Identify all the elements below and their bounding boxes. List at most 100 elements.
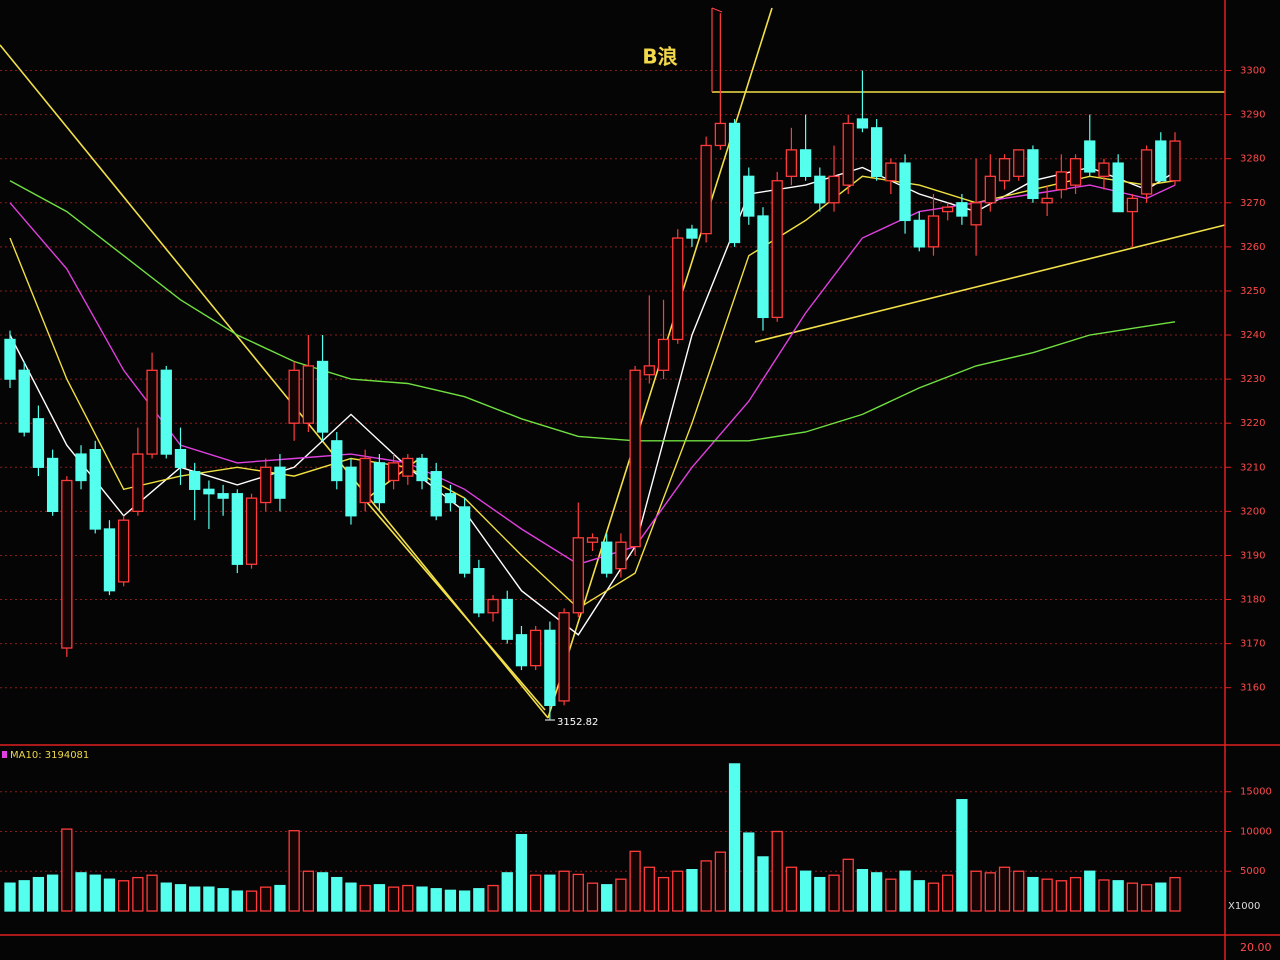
- volume-bar: [1069, 876, 1082, 912]
- y-tick-label: 3240: [1240, 330, 1265, 341]
- y-tick-label: 3190: [1240, 550, 1265, 561]
- candle-layer: [4, 13, 1181, 720]
- volume-bar: [615, 878, 627, 912]
- volume-bar: [842, 858, 854, 912]
- candle-body: [245, 497, 258, 565]
- candle-body: [984, 175, 996, 204]
- candle-body: [203, 488, 215, 495]
- bracket-line: [711, 7, 723, 13]
- candle-body: [416, 457, 428, 482]
- y-tick-label: 3160: [1240, 683, 1265, 694]
- candle-body: [444, 493, 457, 504]
- volume-bar: [75, 872, 87, 912]
- volume-bar: [728, 763, 741, 912]
- volume-bar: [657, 876, 670, 912]
- candle-body: [331, 440, 343, 482]
- y-tick-label: 3270: [1240, 198, 1265, 209]
- volume-bar: [288, 830, 300, 912]
- volume-bar: [1140, 884, 1153, 912]
- volume-bar: [1027, 876, 1039, 912]
- candle-body: [487, 598, 499, 614]
- volume-bar: [601, 884, 613, 912]
- candle-body: [1112, 162, 1124, 213]
- volume-bar: [970, 870, 982, 912]
- y-tick-label: 15000: [1240, 787, 1272, 798]
- volume-bar: [402, 884, 414, 912]
- volume-bar: [544, 874, 556, 912]
- candle-body: [1169, 140, 1181, 182]
- volume-bar: [672, 870, 684, 912]
- candle-body: [913, 219, 925, 248]
- volume-bar: [998, 866, 1011, 912]
- candle-body: [316, 360, 329, 433]
- candle-body: [160, 369, 172, 455]
- volume-bar: [1155, 882, 1167, 912]
- candle-body: [942, 206, 954, 213]
- candle-body: [75, 453, 87, 482]
- volume-bar: [870, 872, 883, 912]
- volume-bar: [118, 880, 130, 912]
- candle-body: [544, 629, 556, 706]
- volume-bar: [444, 889, 457, 912]
- candle-body: [46, 457, 59, 513]
- volume-bar: [1112, 880, 1124, 912]
- volume-bar: [515, 834, 528, 912]
- volume-bar: [217, 888, 229, 912]
- candle-body: [373, 462, 386, 504]
- volume-bar: [530, 874, 542, 912]
- candle-body: [927, 215, 940, 248]
- candle-body: [1126, 197, 1139, 213]
- volume-bar: [359, 884, 371, 912]
- candle-body: [32, 418, 45, 468]
- volume-bar: [984, 872, 996, 912]
- volume-bar: [302, 870, 315, 912]
- candle-body: [785, 149, 798, 177]
- y-tick-label: 3200: [1240, 506, 1265, 517]
- candle-body: [387, 462, 400, 482]
- candle-body: [217, 493, 229, 499]
- y-tick-label: 10000: [1240, 826, 1272, 837]
- volume-bar: [856, 869, 869, 912]
- volume-bar: [32, 876, 45, 912]
- candle-body: [558, 612, 570, 702]
- candle-body: [430, 471, 442, 517]
- volume-bar: [629, 850, 641, 912]
- y-tick-label: 3230: [1240, 374, 1265, 385]
- volume-bar: [46, 874, 59, 912]
- volume-bar: [942, 874, 954, 912]
- candle-body: [700, 144, 712, 235]
- volume-bar: [245, 890, 258, 912]
- volume-bar: [757, 856, 769, 912]
- candle-body: [828, 175, 840, 204]
- volume-bar: [174, 884, 187, 912]
- volume-bar: [1041, 878, 1053, 912]
- volume-bar: [714, 851, 727, 912]
- volume-bar: [1098, 879, 1110, 912]
- candle-body: [686, 228, 698, 239]
- candle-body: [4, 338, 16, 380]
- candle-body: [515, 634, 528, 667]
- volume-bar: [61, 828, 73, 912]
- moving-average-line: [9, 180, 1176, 442]
- volume-bar: [1055, 880, 1067, 912]
- candle-body: [970, 202, 982, 226]
- wave-annotation: B浪: [642, 45, 677, 69]
- volume-bar: [643, 866, 655, 912]
- y-tick-label: 3180: [1240, 595, 1265, 606]
- volume-bar: [274, 884, 286, 912]
- candle-body: [601, 541, 613, 574]
- volume-bar: [771, 830, 783, 912]
- volume-bar: [487, 884, 499, 912]
- y-tick-label: 3170: [1240, 639, 1265, 650]
- y-tick-label: 3290: [1240, 110, 1265, 121]
- candle-body: [18, 369, 30, 433]
- volume-bar: [4, 882, 16, 912]
- candle-body: [1084, 140, 1096, 173]
- trend-line: [754, 224, 1226, 343]
- candle-body: [672, 237, 684, 341]
- candle-body: [274, 466, 286, 499]
- volume-unit: X1000: [1228, 901, 1260, 912]
- candle-body: [132, 453, 144, 513]
- candle-body: [1098, 162, 1110, 177]
